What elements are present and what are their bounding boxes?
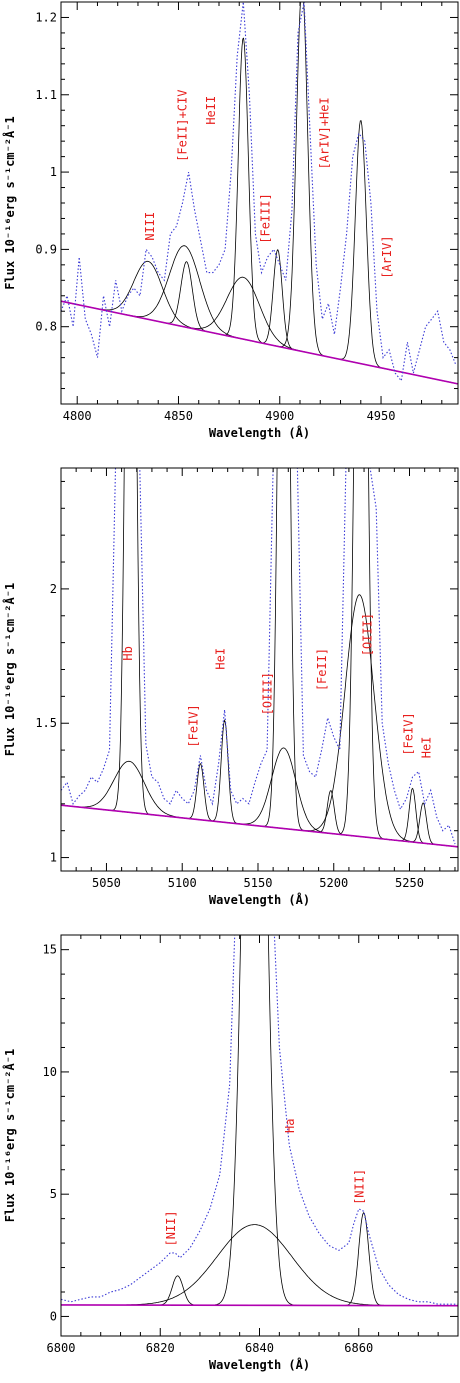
continuum-line <box>61 300 458 385</box>
y-tick-label: 0.9 <box>35 242 57 256</box>
line-id-label: [ArIV] <box>380 235 394 278</box>
line-id-label: [OIII] <box>361 613 375 656</box>
x-tick-label: 4950 <box>367 409 396 423</box>
component-line-8 <box>61 120 458 385</box>
component-line-4 <box>61 1212 458 1307</box>
line-id-label: [FeII] <box>315 648 329 691</box>
line-id-label: [OIII] <box>261 672 275 715</box>
y-tick-label: 1.5 <box>35 716 57 730</box>
x-tick-label: 5150 <box>244 876 273 890</box>
component-line-5 <box>61 276 458 385</box>
x-tick-label: 5050 <box>92 876 121 890</box>
line-id-label: [FeIV] <box>402 712 416 755</box>
component-line-7 <box>61 2 458 385</box>
line-id-label: NIII <box>143 212 157 241</box>
y-tick-label: 2 <box>50 582 57 596</box>
x-tick-label: 4800 <box>63 409 92 423</box>
x-tick-label: 6860 <box>344 1341 373 1355</box>
panel-3: 6800 6820 6840 6860 0 5 10 15 Wavelength (Å) Flux… <box>2 934 459 1372</box>
x-axis-label: Wavelength (Å) <box>209 425 310 440</box>
line-id-label: [FeII]+CIV <box>176 90 190 162</box>
component-line-1 <box>61 1275 458 1307</box>
component-line-3 <box>61 261 458 385</box>
line-id-label: HeI <box>420 737 434 759</box>
component-line-2 <box>61 468 458 848</box>
line-id-label: HeII <box>204 96 218 125</box>
observed-spectrum <box>61 935 458 1305</box>
plot-frame <box>60 934 459 1337</box>
line-id-label: HeI <box>214 648 228 670</box>
y-tick-label: 15 <box>43 943 57 957</box>
y-axis-label: Flux 10⁻¹⁶erg s⁻¹cm⁻²Å⁻1 <box>2 1049 17 1222</box>
x-tick-label: 5200 <box>319 876 348 890</box>
x-tick-label: 6800 <box>47 1341 76 1355</box>
plot-area <box>61 2 458 385</box>
observed-spectrum <box>61 468 456 845</box>
line-id-label: Ha <box>283 1118 297 1132</box>
plot-area <box>61 935 458 1307</box>
plot-area <box>61 468 458 848</box>
panel-2: 5050 5100 5150 5200 5250 1 1.5 2 Wavelength (Å) F… <box>2 467 459 907</box>
x-axis-label: Wavelength (Å) <box>209 1357 310 1372</box>
component-line-7 <box>61 790 458 848</box>
component-line-1 <box>61 260 458 385</box>
line-id-label: [FeIV] <box>186 704 200 747</box>
line-id-label: [NII] <box>164 1210 178 1246</box>
x-tick-label: 6840 <box>245 1341 274 1355</box>
component-line-5 <box>61 747 458 848</box>
component-line-6 <box>61 248 458 385</box>
x-tick-label: 6820 <box>146 1341 175 1355</box>
observed-spectrum <box>61 2 457 383</box>
line-id-label: [NII] <box>353 1169 367 1205</box>
line-id-label: Hb <box>121 646 135 660</box>
continuum-line <box>61 804 458 848</box>
panel-1: 4800 4850 4900 4950 0.8 0.9 1 1.1 1.2 Wavelength … <box>2 1 459 440</box>
y-tick-label: 1 <box>50 165 57 179</box>
y-tick-label: 1.2 <box>35 10 57 24</box>
component-line-10 <box>61 787 458 848</box>
y-tick-label: 0 <box>50 1309 57 1323</box>
y-axis-label: Flux 10⁻¹⁶erg s⁻¹cm⁻²Å⁻1 <box>2 583 17 756</box>
y-tick-label: 1.1 <box>35 88 57 102</box>
plot-frame <box>60 467 459 872</box>
x-axis-label: Wavelength (Å) <box>209 892 310 907</box>
y-tick-label: 5 <box>50 1187 57 1201</box>
x-tick-label: 4850 <box>164 409 193 423</box>
y-axis-label: Flux 10⁻¹⁶erg s⁻¹cm⁻²Å⁻1 <box>2 116 17 289</box>
y-tick-label: 1 <box>50 851 57 865</box>
x-tick-label: 5100 <box>168 876 197 890</box>
continuum-line <box>61 1304 458 1307</box>
component-line-2 <box>61 245 458 385</box>
component-line-2 <box>61 1224 458 1307</box>
y-tick-label: 0.8 <box>35 320 57 334</box>
line-id-label: [FeIII] <box>259 193 273 244</box>
x-tick-label: 5250 <box>395 876 424 890</box>
y-tick-label: 10 <box>43 1065 57 1079</box>
x-tick-label: 4900 <box>265 409 294 423</box>
component-line-3 <box>61 935 458 1307</box>
line-id-label: [ArIV]+HeI <box>317 97 331 169</box>
